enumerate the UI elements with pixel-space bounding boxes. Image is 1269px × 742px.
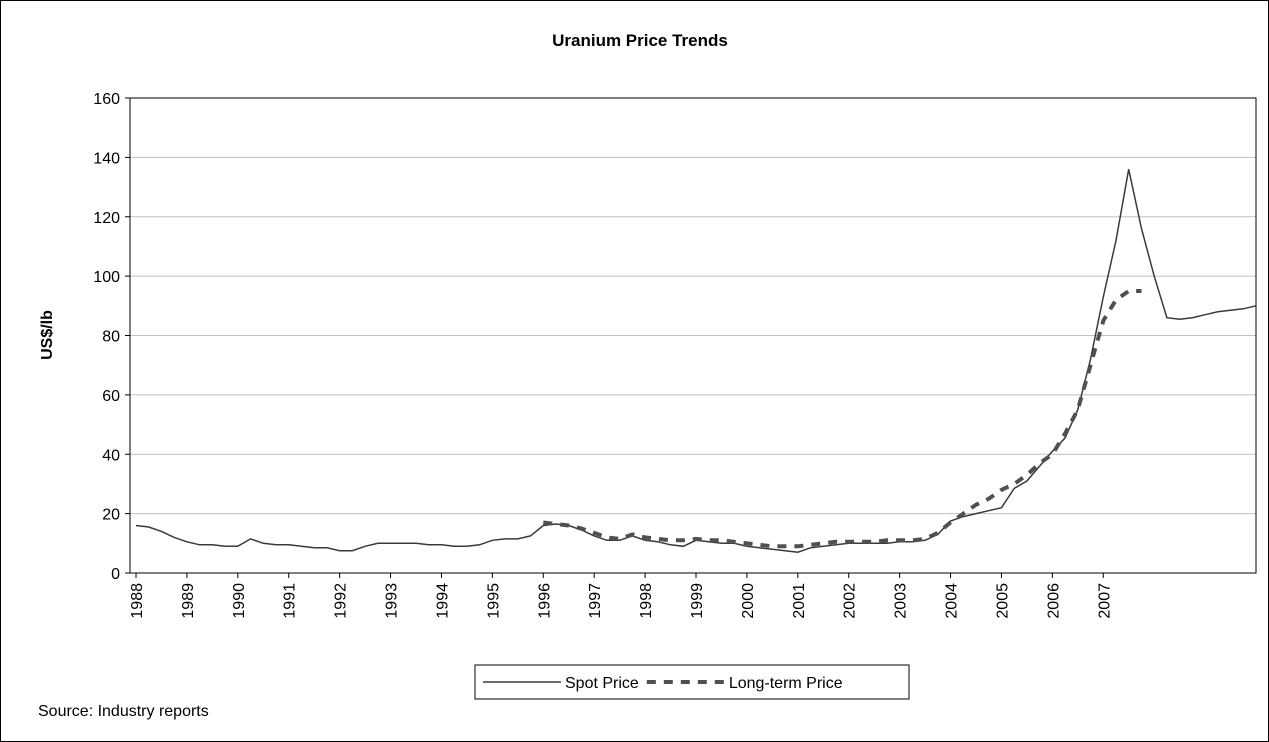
y-tick-label: 40: [102, 447, 120, 464]
x-tick-label: 2000: [740, 583, 757, 619]
x-tick-label: 1998: [638, 583, 655, 619]
x-tick-label: 1994: [434, 583, 451, 619]
y-tick-label: 140: [93, 150, 120, 167]
y-tick-label: 160: [93, 91, 120, 108]
x-tick-label: 1993: [384, 583, 401, 619]
y-tick-label: 0: [111, 566, 120, 583]
x-tick-label: 1988: [129, 583, 146, 619]
x-tick-label: 1995: [485, 583, 502, 619]
x-tick-label: 2002: [842, 583, 859, 619]
x-tick-label: 1989: [180, 583, 197, 619]
y-tick-label: 100: [93, 269, 120, 286]
x-tick-label: 1991: [282, 583, 299, 619]
x-tick-label: 2004: [944, 583, 961, 619]
x-tick-label: 2003: [893, 583, 910, 619]
y-tick-label: 20: [102, 507, 120, 524]
x-tick-label: 1992: [333, 583, 350, 619]
x-tick-label: 2006: [1045, 583, 1062, 619]
x-tick-label: 1997: [587, 583, 604, 619]
plot-area: [129, 97, 1257, 574]
x-tick-label: 1999: [689, 583, 706, 619]
x-tick-label: 2005: [994, 583, 1011, 619]
y-tick-label: 80: [102, 329, 120, 346]
x-tick-label: 1990: [231, 583, 248, 619]
y-tick-label: 120: [93, 210, 120, 227]
x-tick-label: 1996: [536, 583, 553, 619]
series-line: [543, 289, 1142, 549]
x-tick-label: 2007: [1096, 583, 1113, 619]
x-tick-label: 2001: [791, 583, 808, 619]
legend-label: Spot Price: [565, 675, 639, 692]
legend-label: Long-term Price: [729, 675, 843, 692]
chart-title: Uranium Price Trends: [552, 31, 728, 50]
y-tick-label: 60: [102, 388, 120, 405]
source-note: Source: Industry reports: [38, 703, 209, 720]
y-axis-label: US$/lb: [39, 310, 56, 360]
